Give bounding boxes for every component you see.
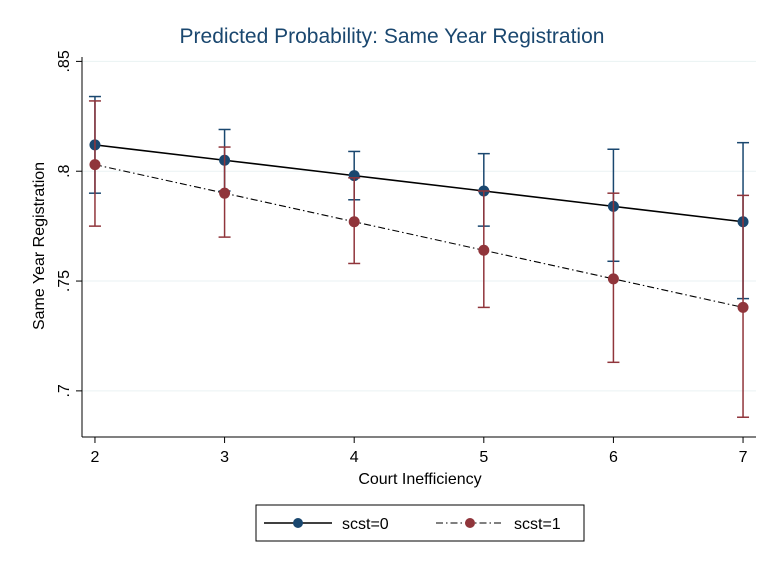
series-scst=1: [88, 100, 750, 418]
x-tick-label: 2: [91, 449, 100, 466]
y-tick-label: .75: [56, 270, 73, 292]
series-line: [94, 144, 744, 223]
data-point: [89, 159, 101, 171]
x-tick-label: 6: [609, 449, 618, 466]
data-point: [607, 273, 619, 285]
y-tick-label: .85: [56, 50, 73, 72]
series-line: [94, 164, 744, 308]
y-tick-label: .7: [56, 384, 73, 397]
x-axis-label: Court Inefficiency: [358, 471, 481, 488]
y-axis-label: Same Year Registration: [31, 162, 48, 330]
legend-marker-scst0: [293, 518, 303, 528]
grid-layer: [82, 60, 756, 392]
legend-marker-scst1: [465, 518, 475, 528]
x-tick-label: 4: [350, 449, 359, 466]
legend: scst=0 scst=1: [255, 504, 585, 542]
x-tick-label: 7: [739, 449, 748, 466]
y-tick-label: .8: [56, 164, 73, 177]
chart-title: Predicted Probability: Same Year Registr…: [180, 25, 605, 48]
axes-layer: .7 .75 .8 .85 2 3 4 5 6 7: [56, 50, 756, 466]
data-point: [737, 301, 749, 313]
series-layer: [88, 95, 750, 418]
legend-label-scst0: scst=0: [342, 516, 389, 533]
data-point: [348, 216, 360, 228]
data-point: [219, 187, 231, 199]
x-tick-label: 5: [479, 449, 488, 466]
data-point: [478, 244, 490, 256]
legend-label-scst1: scst=1: [514, 516, 561, 533]
x-tick-label: 3: [220, 449, 229, 466]
